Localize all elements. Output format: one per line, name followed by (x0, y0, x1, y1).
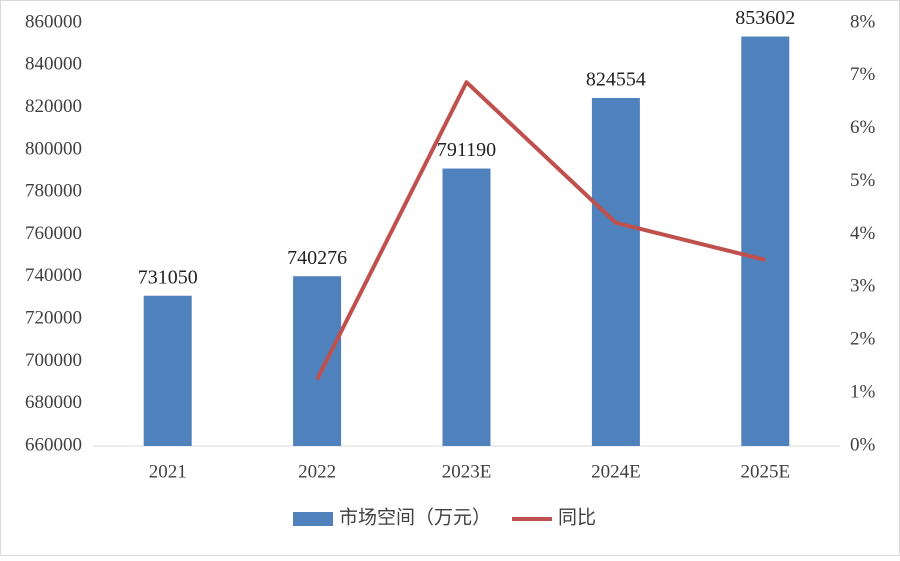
y-tick-label: 660000 (25, 434, 82, 455)
data-label: 791190 (437, 139, 496, 161)
bar (293, 276, 342, 446)
y2-tick-label: 0% (850, 434, 876, 455)
legend-label: 同比 (558, 506, 596, 528)
data-label: 853602 (735, 7, 795, 29)
x-tick-label: 2021 (149, 461, 187, 482)
y2-tick-label: 2% (850, 329, 876, 350)
y-tick-label: 800000 (25, 138, 82, 159)
y-tick-label: 720000 (25, 307, 82, 328)
data-label: 731050 (138, 266, 198, 288)
data-label: 824554 (586, 69, 646, 91)
y2-tick-label: 1% (850, 381, 876, 402)
y-tick-label: 740000 (25, 265, 82, 286)
y2-tick-label: 8% (850, 11, 876, 32)
x-tick-label: 2024E (591, 461, 641, 482)
bar (442, 168, 491, 447)
legend-label: 市场空间（万元） (339, 506, 491, 528)
y2-tick-label: 5% (850, 170, 876, 191)
y2-tick-label: 4% (850, 223, 876, 244)
line (315, 80, 766, 381)
x-tick-label: 2022 (298, 461, 336, 482)
y2-tick-label: 7% (850, 64, 876, 85)
x-tick-label: 2023E (442, 461, 492, 482)
y2-tick-label: 6% (850, 117, 876, 138)
y-tick-label: 680000 (25, 392, 82, 413)
y-tick-label: 840000 (25, 54, 82, 75)
bar (591, 97, 640, 446)
x-tick-label: 2025E (740, 461, 790, 482)
legend-swatch (293, 512, 333, 526)
y-tick-label: 780000 (25, 181, 82, 202)
data-label: 740276 (287, 247, 347, 269)
y-tick-label: 860000 (25, 11, 82, 32)
bar (143, 295, 192, 446)
y-tick-label: 760000 (25, 223, 82, 244)
bar (741, 36, 790, 446)
y-tick-label: 700000 (25, 350, 82, 371)
y-tick-label: 820000 (25, 96, 82, 117)
y2-tick-label: 3% (850, 276, 876, 297)
